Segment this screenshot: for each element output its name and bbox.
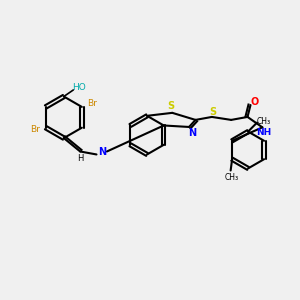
- Text: CH₃: CH₃: [225, 172, 239, 182]
- Text: Br: Br: [87, 99, 97, 108]
- Text: O: O: [251, 97, 259, 107]
- Text: S: S: [167, 101, 174, 111]
- Text: H: H: [77, 154, 83, 163]
- Text: N: N: [98, 147, 106, 157]
- Text: Br: Br: [30, 125, 40, 134]
- Text: S: S: [209, 106, 216, 117]
- Text: CH₃: CH₃: [256, 117, 271, 126]
- Text: NH: NH: [256, 128, 272, 137]
- Text: HO: HO: [72, 83, 86, 92]
- Text: N: N: [188, 128, 197, 138]
